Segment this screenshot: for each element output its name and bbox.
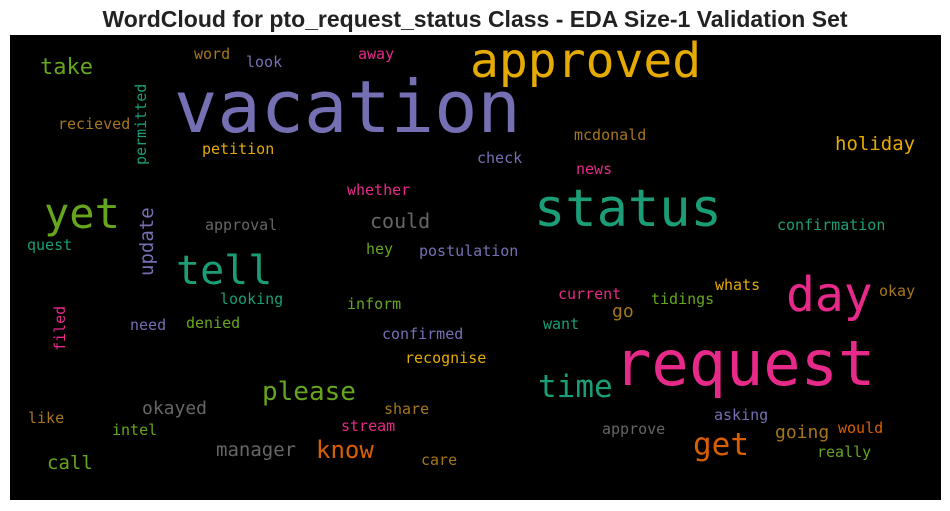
word-like: like [28, 409, 65, 427]
word-going: going [775, 422, 830, 443]
word-postulation: postulation [419, 242, 519, 260]
word-recieved: recieved [58, 115, 131, 133]
word-would: would [838, 419, 884, 437]
word-word: word [194, 45, 231, 63]
word-filed: filed [51, 305, 69, 351]
word-get: get [693, 427, 749, 463]
word-status: status [534, 179, 722, 239]
word-manager: manager [216, 439, 297, 461]
word-looking: looking [220, 290, 284, 308]
word-time: time [538, 369, 613, 405]
word-denied: denied [186, 314, 241, 332]
word-check: check [477, 149, 523, 167]
word-yet: yet [44, 189, 120, 238]
word-call: call [47, 452, 93, 474]
word-really: really [817, 443, 872, 461]
word-tell: tell [176, 248, 273, 294]
word-stream: stream [341, 417, 396, 435]
word-confirmation: confirmation [777, 216, 886, 234]
word-quest: quest [27, 236, 73, 254]
word-okayed: okayed [142, 398, 208, 419]
word-whats: whats [715, 276, 761, 294]
word-news: news [576, 160, 613, 178]
word-confirmed: confirmed [382, 325, 464, 343]
word-approved: approved [470, 35, 702, 89]
word-want: want [543, 315, 580, 333]
word-hey: hey [366, 240, 394, 258]
word-update: update [136, 207, 158, 276]
word-asking: asking [714, 406, 769, 424]
word-approval: approval [205, 216, 278, 234]
word-approve: approve [602, 420, 666, 438]
word-share: share [384, 400, 430, 418]
word-petition: petition [202, 140, 275, 158]
word-please: please [262, 377, 356, 407]
word-know: know [316, 436, 374, 464]
word-away: away [358, 45, 395, 63]
word-request: request [614, 327, 876, 400]
word-look: look [246, 53, 283, 71]
word-okay: okay [879, 282, 916, 300]
word-need: need [130, 316, 167, 334]
word-inform: inform [347, 295, 402, 313]
word-holiday: holiday [835, 133, 916, 155]
word-vacation: vacation [174, 65, 521, 149]
word-recognise: recognise [405, 349, 487, 367]
word-take: take [40, 55, 93, 80]
word-cloud-canvas: vacation approved request status day yet… [10, 35, 941, 500]
word-permitted: permitted [132, 83, 150, 165]
word-go: go [612, 301, 634, 322]
word-care: care [421, 451, 458, 469]
word-tidings: tidings [651, 290, 715, 308]
word-mcdonald: mcdonald [574, 126, 647, 144]
word-current: current [558, 285, 622, 303]
word-day: day [786, 267, 873, 323]
word-whether: whether [347, 181, 411, 199]
chart-title: WordCloud for pto_request_status Class -… [102, 6, 848, 32]
word-could: could [370, 209, 431, 233]
word-intel: intel [112, 421, 158, 439]
